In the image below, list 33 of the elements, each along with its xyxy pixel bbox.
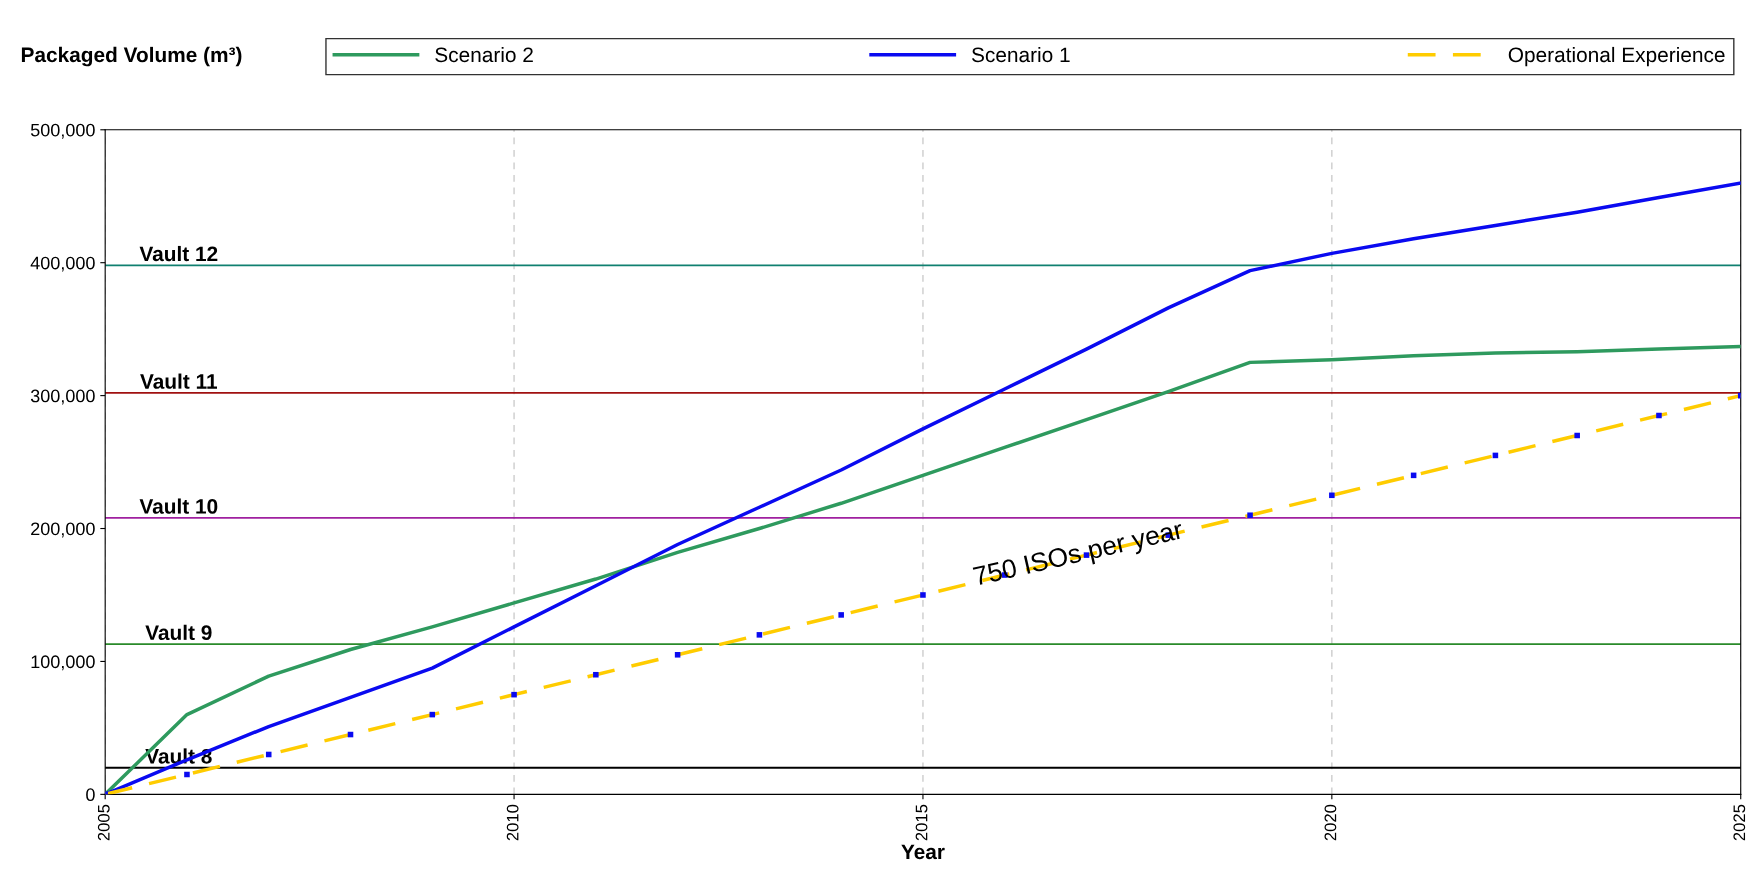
y-tick-label: 200,000: [31, 522, 95, 538]
point: [1329, 492, 1335, 499]
y-tick-label: 100,000: [31, 655, 95, 671]
ref-line-label: Vault 9: [145, 624, 212, 641]
y-tick-label: 300,000: [30, 389, 95, 405]
point: [838, 612, 844, 618]
x-tick-label: 2005: [97, 804, 110, 841]
point: [184, 771, 190, 778]
x-tick-label: 2015: [915, 804, 928, 841]
y-tick-label: 500,000: [30, 123, 95, 139]
point: [1574, 432, 1580, 439]
point: [1656, 412, 1662, 419]
point: [593, 671, 599, 678]
ref-line-label: Vault 10: [139, 498, 218, 514]
ref-line-label: Vault 12: [139, 245, 218, 262]
y-axis-title: Packaged Volume (m³): [21, 46, 242, 67]
x-axis-title: Year: [901, 844, 945, 860]
point: [1247, 512, 1253, 519]
legend-label: Scenario 2: [435, 46, 533, 63]
point: [511, 691, 517, 698]
point: [265, 751, 272, 758]
x-tick-label: 2020: [1324, 804, 1337, 841]
point: [920, 592, 926, 598]
point: [756, 632, 763, 638]
y-tick-label: 0: [86, 788, 95, 802]
y-tick-label: 400,000: [30, 256, 95, 272]
x-tick-label: 2010: [506, 804, 519, 841]
annotation: 750 ISOs per year: [972, 519, 1186, 591]
x-tick-label: 2025: [1733, 804, 1746, 841]
ref-line-label: Vault 11: [140, 373, 217, 389]
point: [674, 652, 681, 658]
legend-label: Scenario 1: [971, 46, 1070, 63]
legend-label: Operational Experience: [1508, 46, 1725, 67]
